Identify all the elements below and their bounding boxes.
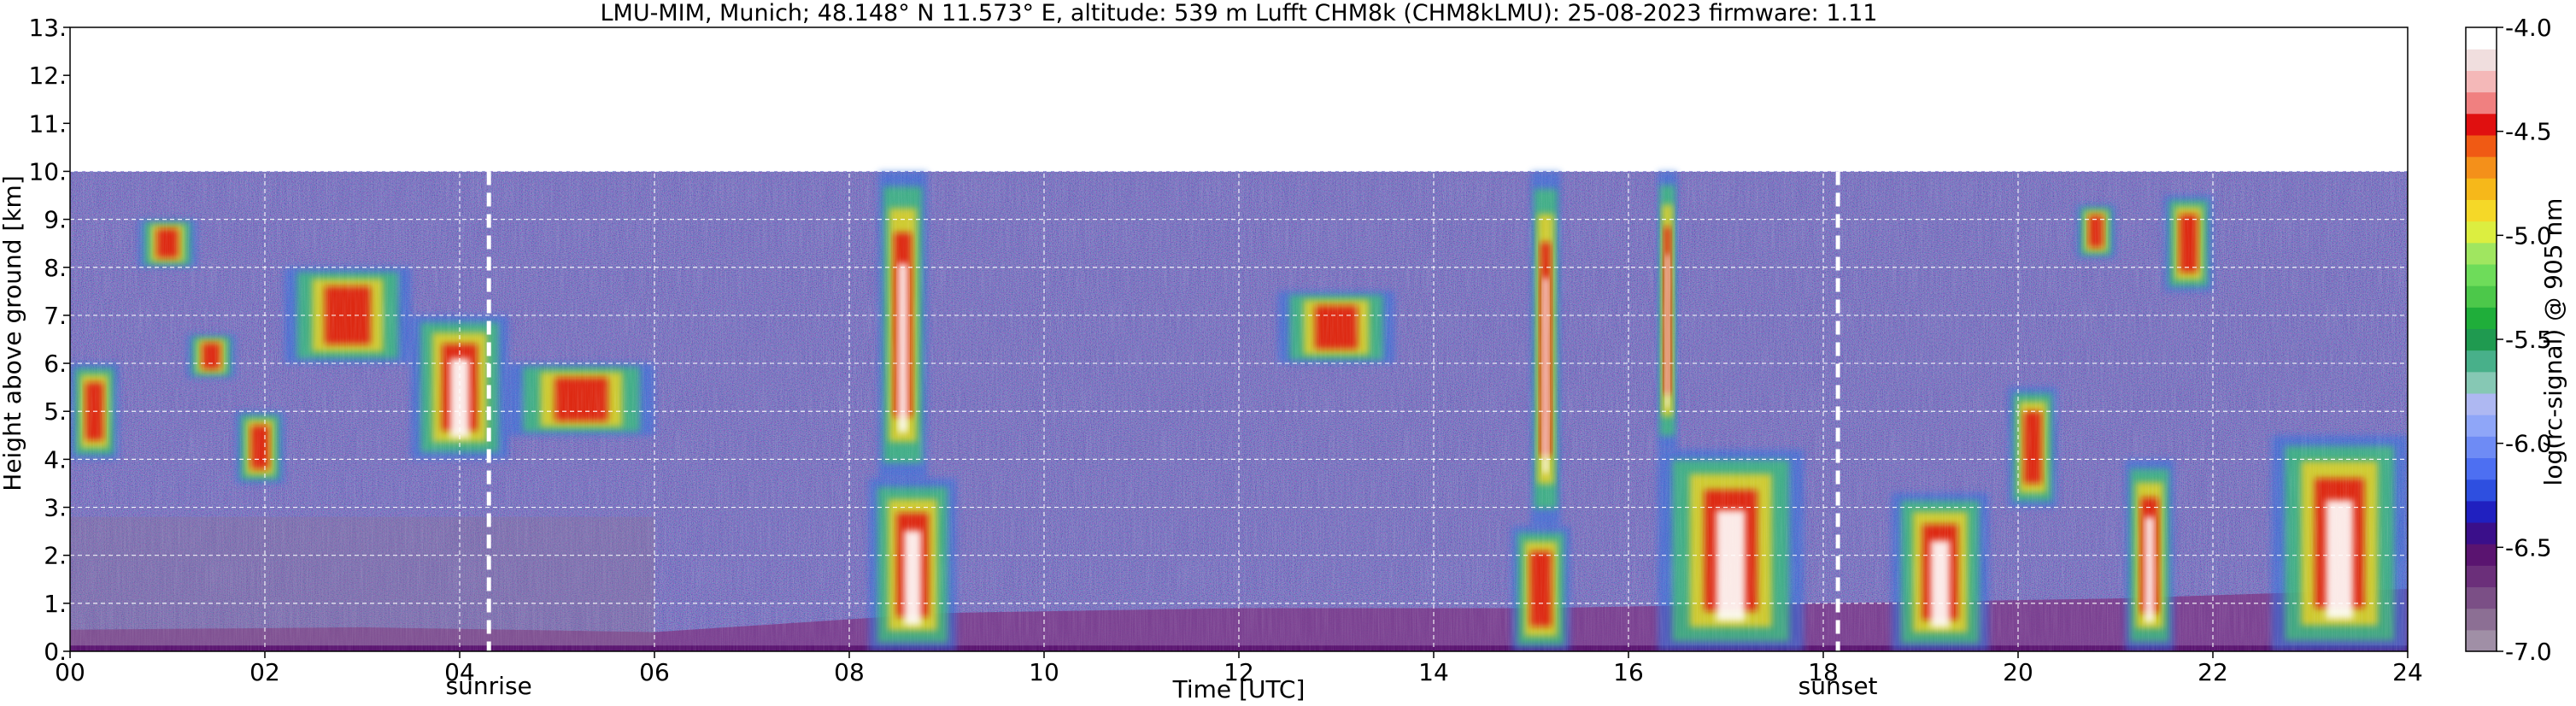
x-tick-label: 20: [2003, 658, 2033, 686]
colorbar-segment: [2466, 415, 2497, 437]
y-axis: 0. 1. 2. 3. 4. 5. 6. 7. 8. 9. 10. 11. 12. 13.: [28, 14, 70, 666]
colorbar-segment: [2466, 134, 2497, 157]
colorbar-segment: [2466, 27, 2497, 50]
colorbar-segment: [2466, 521, 2497, 544]
colorbar-segment: [2466, 350, 2497, 373]
colorbar-tick-label: -7.0: [2505, 638, 2552, 666]
colorbar-segment: [2466, 91, 2497, 115]
colorbar-segment: [2466, 608, 2497, 631]
y-tick-label: 12.: [28, 62, 67, 90]
x-tick-label: 10: [1029, 658, 1059, 686]
x-axis: 00 02 04 06 08 10 12 14 16 18 20 22 24: [55, 651, 2423, 686]
sunrise-label: sunrise: [446, 672, 532, 700]
colorbar-segment: [2466, 156, 2497, 179]
colorbar-segment: [2466, 113, 2497, 136]
colorbar-segment: [2466, 565, 2497, 588]
colorbar-segment: [2466, 263, 2497, 286]
y-tick-label: 9.: [44, 206, 67, 234]
colorbar-tick-label: -4.0: [2505, 14, 2552, 42]
colorbar-segment: [2466, 629, 2497, 652]
x-tick-label: 00: [55, 658, 85, 686]
colorbar-segment: [2466, 500, 2497, 523]
colorbar-segment: [2466, 221, 2497, 244]
y-axis-label: Height above ground [km]: [0, 175, 26, 491]
sunset-label: sunset: [1799, 672, 1878, 700]
x-tick-label: 24: [2392, 658, 2423, 686]
y-tick-label: 2.: [44, 542, 67, 570]
colorbar-label: log(rc-signal) @ 905 nm: [2539, 198, 2567, 486]
y-tick-label: 10.: [28, 157, 67, 185]
sun-events: sunrise sunset: [446, 171, 1878, 700]
y-tick-label: 1.: [44, 590, 67, 618]
colorbar-segment: [2466, 242, 2497, 265]
colorbar: -4.0 -4.5 -5.0 -5.5 -6.0 -6.5 -7.0: [2465, 14, 2552, 666]
x-tick-label: 02: [249, 658, 280, 686]
x-tick-label: 12: [1223, 658, 1254, 686]
colorbar-segment: [2466, 544, 2497, 566]
chart-title: LMU-MIM, Munich; 48.148° N 11.573° E, al…: [601, 0, 1878, 26]
x-tick-label: 04: [444, 658, 475, 686]
y-tick-label: 3.: [44, 494, 67, 522]
colorbar-segment: [2466, 285, 2497, 308]
colorbar-segment: [2466, 199, 2497, 222]
colorbar-segment: [2466, 49, 2497, 71]
colorbar-segment: [2466, 586, 2497, 609]
colorbar-segment: [2466, 479, 2497, 502]
colorbar-segment: [2466, 307, 2497, 330]
colorbar-segment: [2466, 70, 2497, 93]
colorbar-segment: [2466, 371, 2497, 394]
x-tick-label: 06: [639, 658, 670, 686]
x-tick-label: 18: [1808, 658, 1839, 686]
colorbar-tick-label: -5.5: [2505, 326, 2552, 354]
x-tick-label: 08: [834, 658, 865, 686]
grid: [70, 27, 2408, 651]
y-tick-label: 11.: [28, 109, 67, 138]
x-tick-label: 22: [2198, 658, 2228, 686]
y-tick-label: 5.: [44, 397, 67, 426]
colorbar-segment: [2466, 392, 2497, 415]
x-tick-label: 16: [1613, 658, 1644, 686]
colorbar-segment: [2466, 436, 2497, 459]
colorbar-tick-label: -5.0: [2505, 221, 2552, 250]
colorbar-segment: [2466, 457, 2497, 480]
y-tick-label: 0.: [44, 638, 67, 666]
colorbar-tick-label: -4.5: [2505, 118, 2552, 146]
colorbar-segment: [2466, 178, 2497, 200]
x-axis-label: Time [UTC]: [1172, 675, 1306, 703]
y-tick-label: 8.: [44, 254, 67, 282]
y-tick-label: 13.: [28, 14, 67, 42]
colorbar-tick-label: -6.5: [2505, 533, 2552, 562]
y-tick-label: 7.: [44, 302, 67, 330]
y-tick-label: 4.: [44, 445, 67, 474]
x-tick-label: 14: [1418, 658, 1449, 686]
colorbar-tick-label: -6.0: [2505, 430, 2552, 458]
colorbar-segment: [2466, 328, 2497, 351]
y-tick-label: 6.: [44, 350, 67, 378]
